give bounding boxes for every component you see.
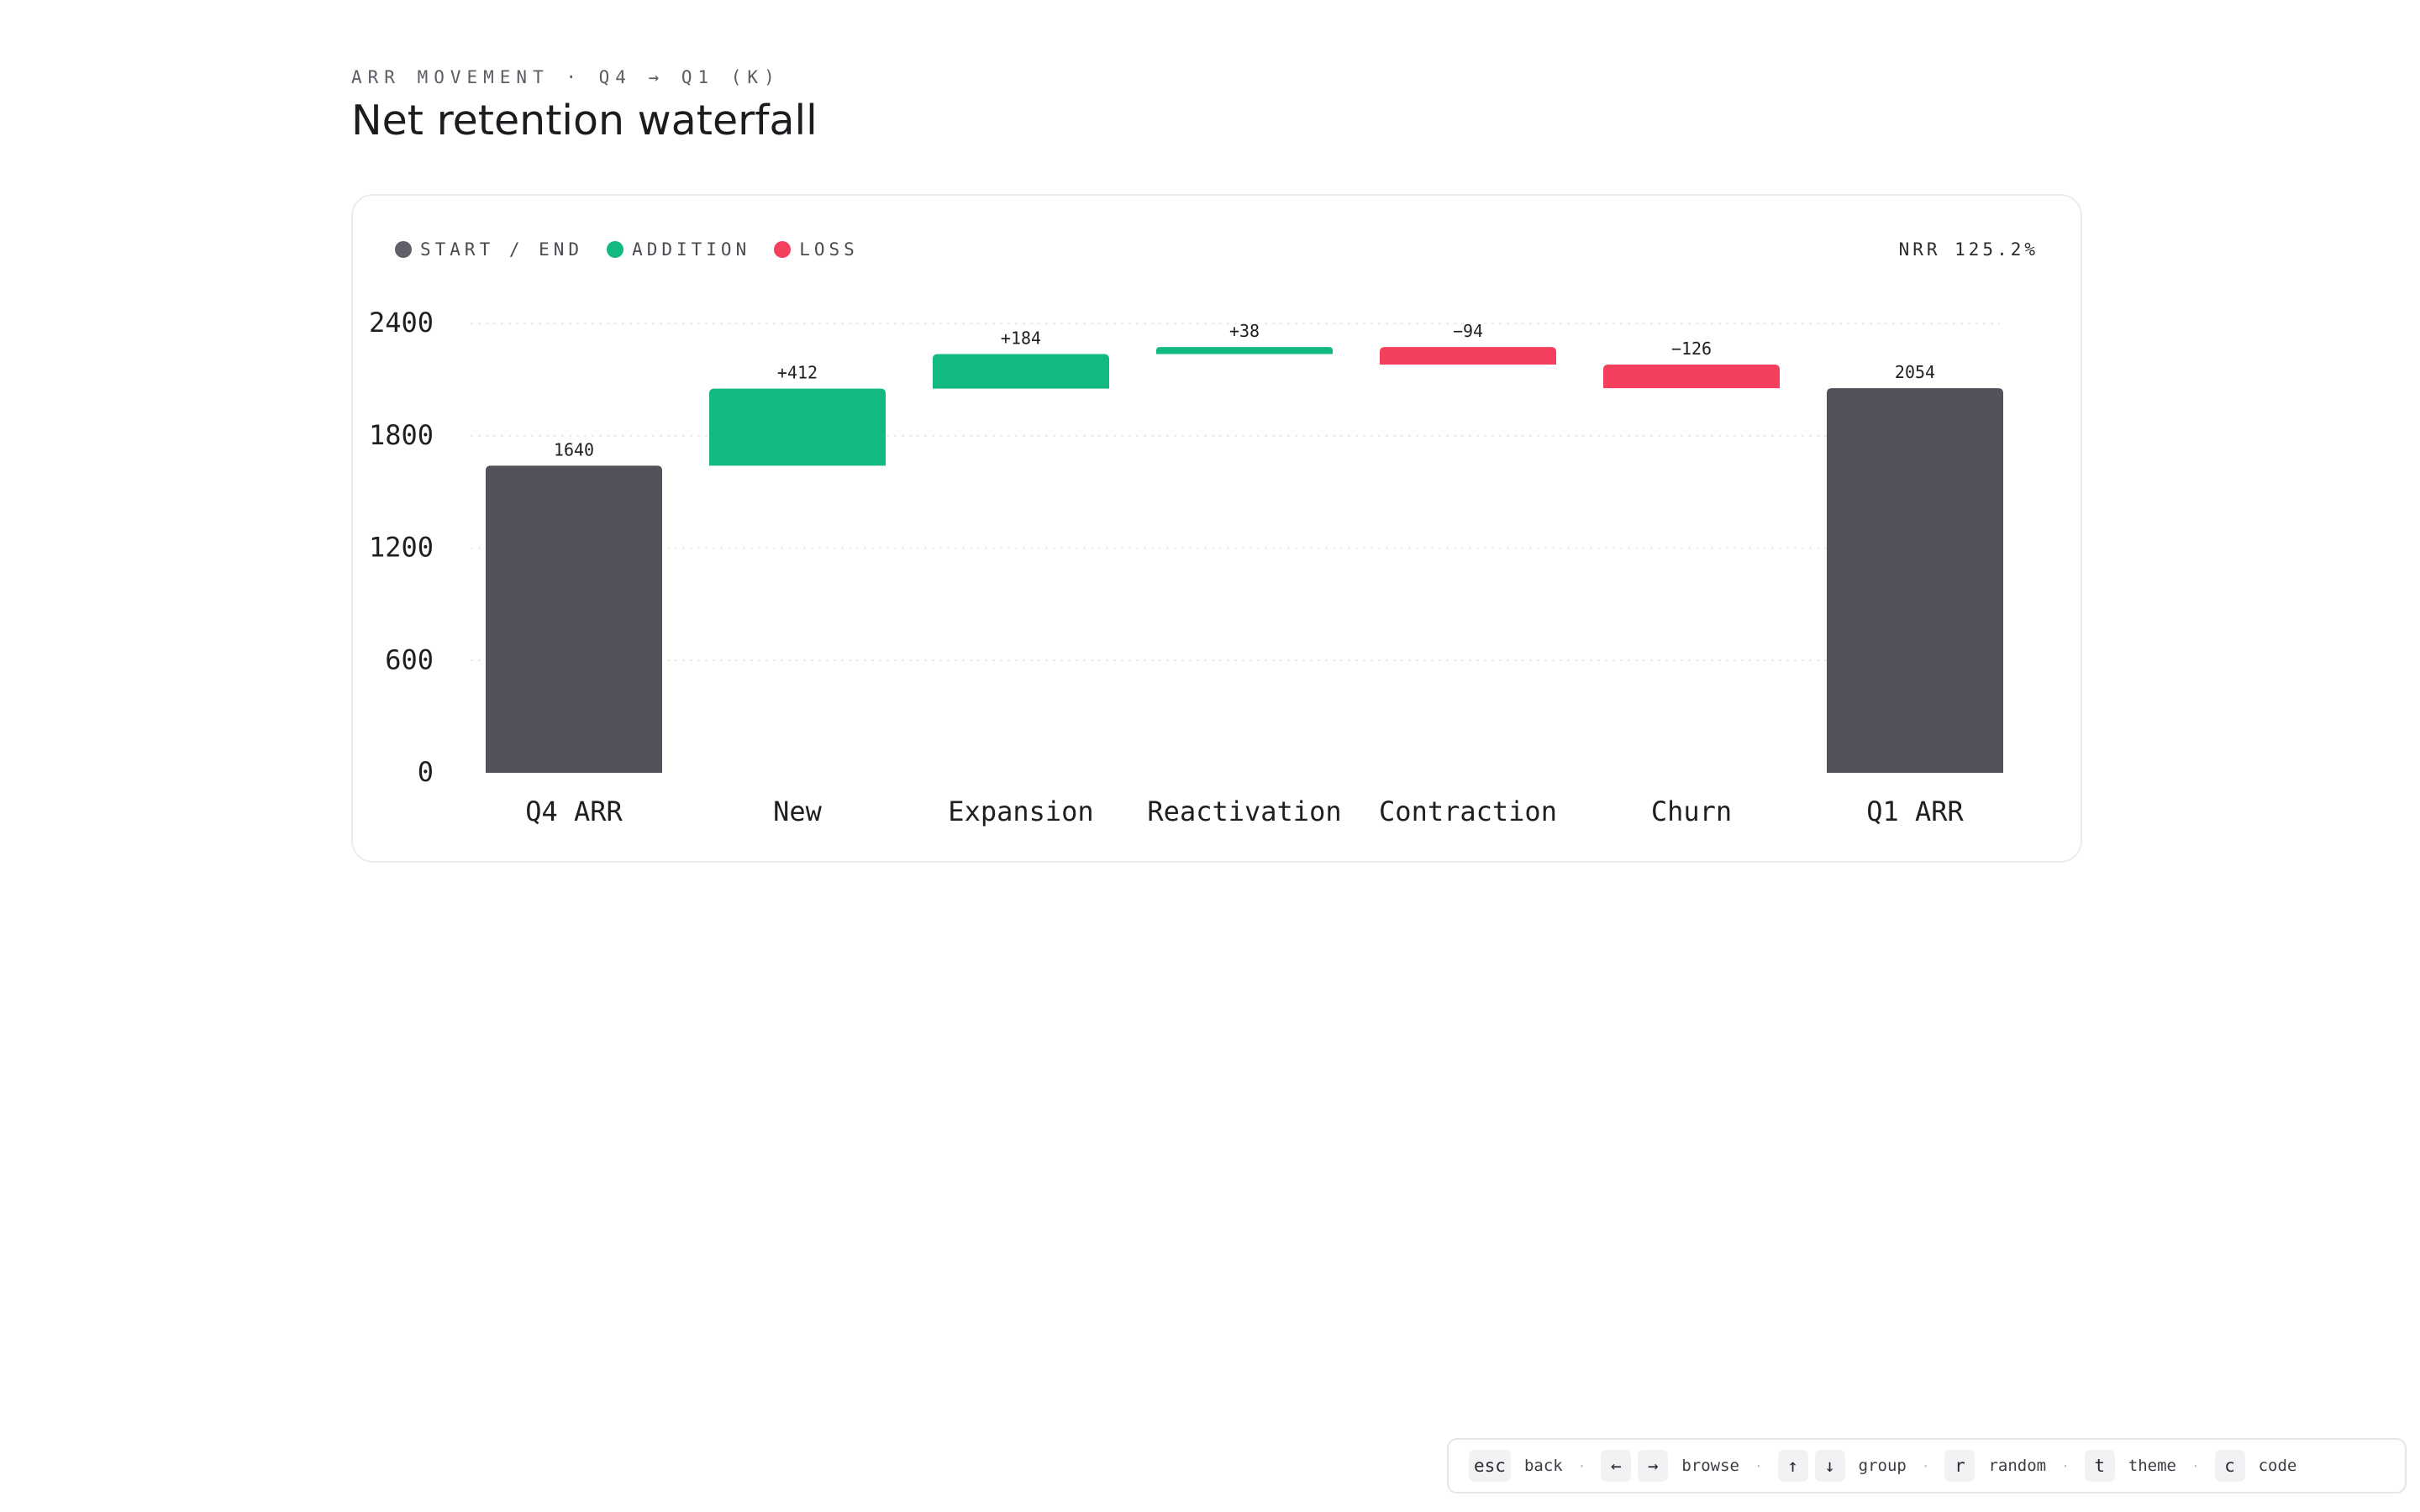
x-category-label: Q4 ARR [525, 795, 623, 827]
x-category-label: Contraction [1379, 795, 1557, 827]
x-category-label: Reactivation [1147, 795, 1341, 827]
legend-dot-loss [774, 241, 792, 258]
nrr-metric: NRR 125.2% [1898, 239, 2039, 260]
waterfall-bar [1827, 388, 2003, 773]
shortcut-group[interactable]: ↑ ↓ group [1777, 1450, 1907, 1482]
shortcut-label: random [1988, 1457, 2047, 1475]
shortcut-separator: · [2061, 1457, 2070, 1474]
y-tick-label: 1200 [369, 532, 434, 564]
data-label: +184 [1001, 328, 1041, 349]
data-label: 2054 [1895, 362, 1935, 382]
shortcut-key[interactable]: → [1638, 1450, 1669, 1482]
shortcut-separator: · [2191, 1457, 2200, 1474]
y-tick-label: 1800 [369, 419, 434, 451]
waterfall-bar [709, 388, 886, 466]
waterfall-bar [486, 465, 662, 773]
shortcut-label: code [2258, 1457, 2297, 1475]
shortcut-key[interactable]: ↓ [1814, 1450, 1845, 1482]
y-tick-label: 600 [385, 643, 434, 675]
shortcut-browse[interactable]: ← → browse [1601, 1450, 1739, 1482]
shortcut-label: group [1858, 1457, 1907, 1475]
shortcut-key[interactable]: r [1944, 1450, 1975, 1482]
data-label: +38 [1229, 321, 1260, 341]
chart-legend: START / END ADDITION LOSS [395, 239, 859, 260]
waterfall-bar [1603, 365, 1780, 389]
shortcut-key[interactable]: t [2084, 1450, 2115, 1482]
legend-label-addition: ADDITION [632, 239, 751, 260]
waterfall-chart: 0 600 1200 1800 2400 1640 Q4 ARR +412 New +184 Exp… [369, 307, 2003, 827]
legend-item-loss: LOSS [774, 239, 859, 260]
legend-dot-addition [607, 241, 624, 258]
shortcut-label: theme [2128, 1457, 2176, 1475]
data-label: +412 [777, 363, 818, 383]
data-label: −126 [1671, 339, 1712, 359]
shortcut-label: browse [1681, 1457, 1739, 1475]
legend-dot-start-end [395, 241, 412, 258]
chart-card: START / END ADDITION LOSS NRR 125.2% 0 60… [351, 194, 2082, 863]
shortcut-random[interactable]: r random [1944, 1450, 2046, 1482]
data-label: −94 [1453, 321, 1483, 341]
y-tick-label: 0 [418, 756, 434, 788]
shortcut-code[interactable]: c code [2214, 1450, 2297, 1482]
shortcut-separator: · [1921, 1457, 1930, 1474]
shortcut-key[interactable]: ← [1601, 1450, 1632, 1482]
chart-eyebrow: ARR MOVEMENT · Q4 → Q1 (K) [351, 67, 781, 87]
x-category-label: Expansion [948, 795, 1093, 827]
page-title: Net retention waterfall [351, 97, 818, 144]
keyboard-shortcut-bar: esc back · ← → browse · ↑ ↓ group · r random · t theme ·… [1447, 1438, 2407, 1494]
shortcut-label: back [1523, 1457, 1563, 1475]
shortcut-key[interactable]: c [2214, 1450, 2245, 1482]
x-category-label: Q1 ARR [1866, 795, 1964, 827]
x-category-label: New [773, 795, 823, 827]
legend-item-start-end: START / END [395, 239, 583, 260]
data-label: 1640 [554, 439, 594, 459]
legend-label-loss: LOSS [799, 239, 859, 260]
shortcut-key[interactable]: esc [1469, 1450, 1511, 1482]
x-category-label: Churn [1651, 795, 1732, 827]
shortcut-key[interactable]: ↑ [1777, 1450, 1808, 1482]
y-tick-label: 2400 [369, 307, 434, 339]
waterfall-bar [933, 354, 1109, 389]
legend-label-start-end: START / END [420, 239, 584, 260]
shortcut-separator: · [1754, 1457, 1763, 1474]
legend-item-addition: ADDITION [607, 239, 750, 260]
shortcut-separator: · [1577, 1457, 1586, 1474]
shortcut-back[interactable]: esc back [1469, 1450, 1563, 1482]
waterfall-bar [1380, 347, 1556, 365]
shortcut-theme[interactable]: t theme [2084, 1450, 2176, 1482]
waterfall-bar [1156, 347, 1333, 354]
